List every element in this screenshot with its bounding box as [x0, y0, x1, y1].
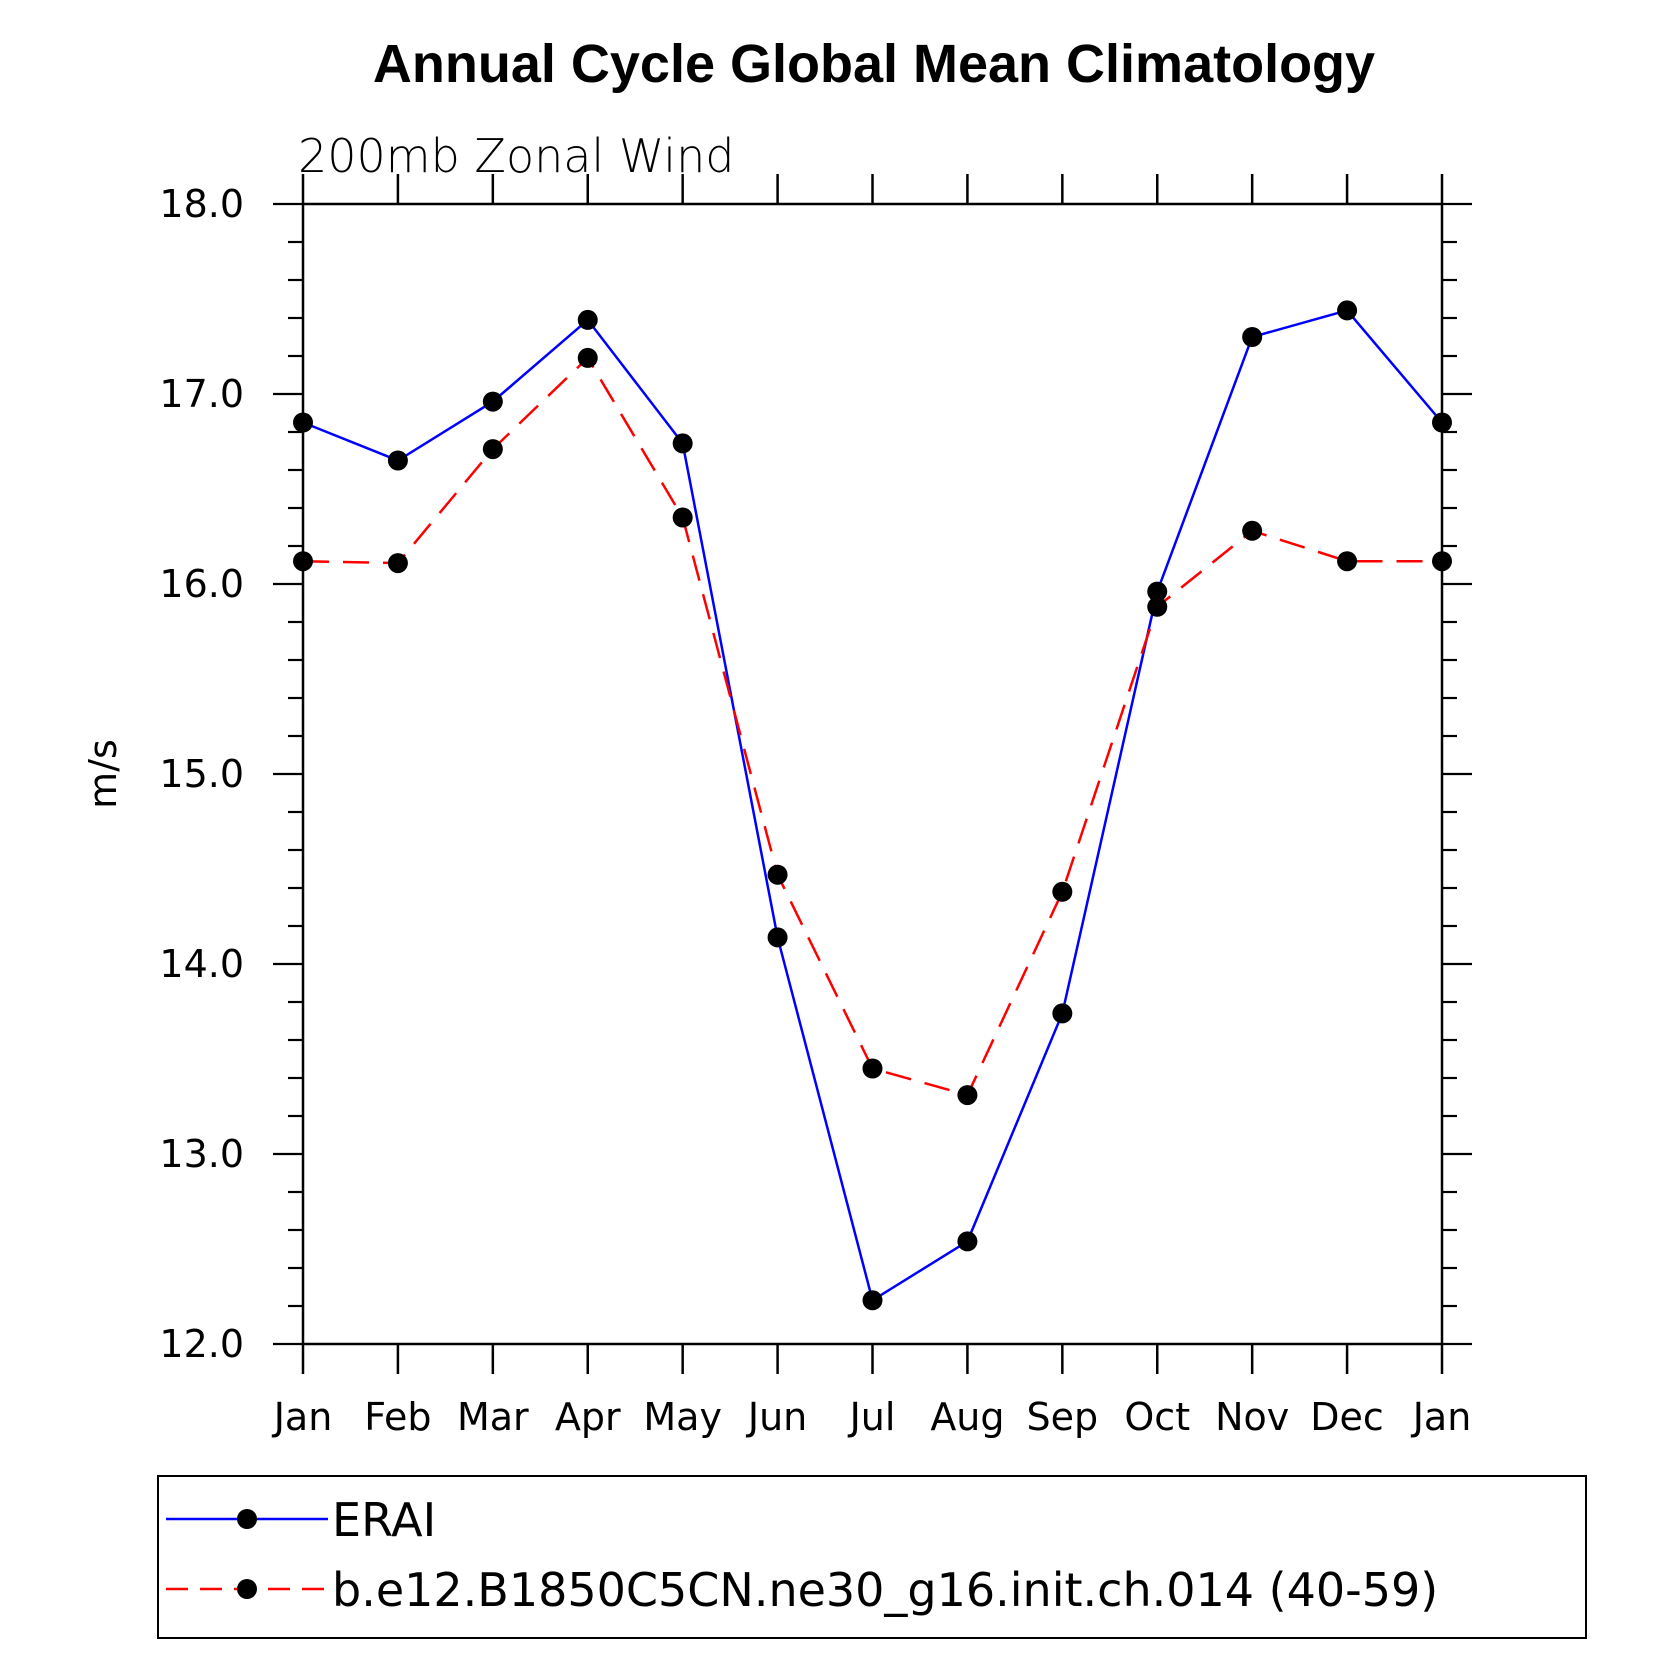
chart-subtitle: 200mb Zonal Wind [298, 129, 734, 183]
data-point [957, 1231, 978, 1252]
data-point [862, 1290, 883, 1311]
data-point [1052, 1003, 1073, 1024]
y-tick-label: 13.0 [159, 1132, 244, 1176]
data-point [293, 412, 313, 433]
data-point [1242, 520, 1263, 541]
data-point [482, 439, 503, 460]
series-line [302, 355, 1442, 1097]
data-point [1432, 412, 1452, 433]
y-tick-label: 17.0 [159, 372, 244, 416]
x-tick-label: Sep [1027, 1395, 1099, 1439]
y-axis-label: m/s [81, 739, 125, 809]
series-1-markers [293, 300, 1452, 1311]
x-tick-label: Apr [555, 1395, 621, 1439]
legend-box [157, 1475, 1587, 1639]
series-1 [302, 308, 1443, 1303]
data-point [1337, 300, 1358, 321]
legend-marker [237, 1579, 257, 1599]
legend-marker [237, 1509, 257, 1529]
y-tick-label: 14.0 [159, 942, 244, 986]
data-point [577, 309, 598, 330]
x-tick-labels: Jan Feb Mar Apr May Jun Jul Aug Sep Oct Nov Dec Jan [272, 1395, 1472, 1439]
data-point [767, 864, 788, 885]
data-point [1242, 327, 1263, 347]
legend-entry: ERAI [166, 1493, 436, 1547]
data-point [1147, 581, 1168, 602]
data-point [577, 347, 598, 368]
series-2-markers [293, 347, 1452, 1106]
data-point [672, 507, 693, 528]
series-2 [302, 355, 1442, 1097]
data-point [387, 553, 408, 574]
x-tick-label: Jun [746, 1395, 807, 1439]
x-tick-label: Oct [1124, 1395, 1190, 1439]
legend: ERAI b.e12.B1850C5CN.ne30_g16.init.ch.014… [166, 1493, 1438, 1617]
x-tick-label: Nov [1215, 1395, 1289, 1439]
legend-entry: b.e12.B1850C5CN.ne30_g16.init.ch.014 (40… [166, 1563, 1438, 1617]
data-point [482, 391, 503, 412]
data-point [1337, 551, 1358, 572]
series-layer [293, 300, 1452, 1311]
data-point [1432, 551, 1452, 572]
x-tick-label: Jan [1411, 1395, 1472, 1439]
data-point [862, 1058, 883, 1079]
x-tick-label: Dec [1310, 1395, 1384, 1439]
x-tick-label: Jan [272, 1395, 333, 1439]
x-tick-label: Feb [364, 1395, 431, 1439]
axis-ticks [273, 174, 1472, 1374]
legend-label: ERAI [332, 1493, 436, 1547]
data-point [957, 1085, 978, 1106]
y-tick-labels: 12.0 13.0 14.0 15.0 16.0 17.0 18.0 [159, 182, 244, 1366]
y-tick-label: 16.0 [159, 562, 244, 606]
x-tick-label: Jul [848, 1395, 896, 1439]
x-tick-label: Aug [930, 1395, 1004, 1439]
data-point [672, 433, 693, 454]
data-point [387, 450, 408, 471]
data-point [293, 551, 313, 572]
data-point [1052, 881, 1073, 902]
chart-title: Annual Cycle Global Mean Climatology [373, 34, 1375, 94]
series-line [302, 308, 1443, 1303]
y-tick-label: 15.0 [159, 752, 244, 796]
y-tick-label: 12.0 [159, 1322, 244, 1366]
plot-frame [301, 202, 1444, 1346]
x-tick-label: May [643, 1395, 722, 1439]
y-tick-label: 18.0 [159, 182, 244, 226]
data-point [1147, 596, 1168, 617]
legend-label: b.e12.B1850C5CN.ne30_g16.init.ch.014 (40… [332, 1563, 1438, 1617]
x-tick-label: Mar [457, 1395, 529, 1439]
data-point [767, 927, 788, 948]
